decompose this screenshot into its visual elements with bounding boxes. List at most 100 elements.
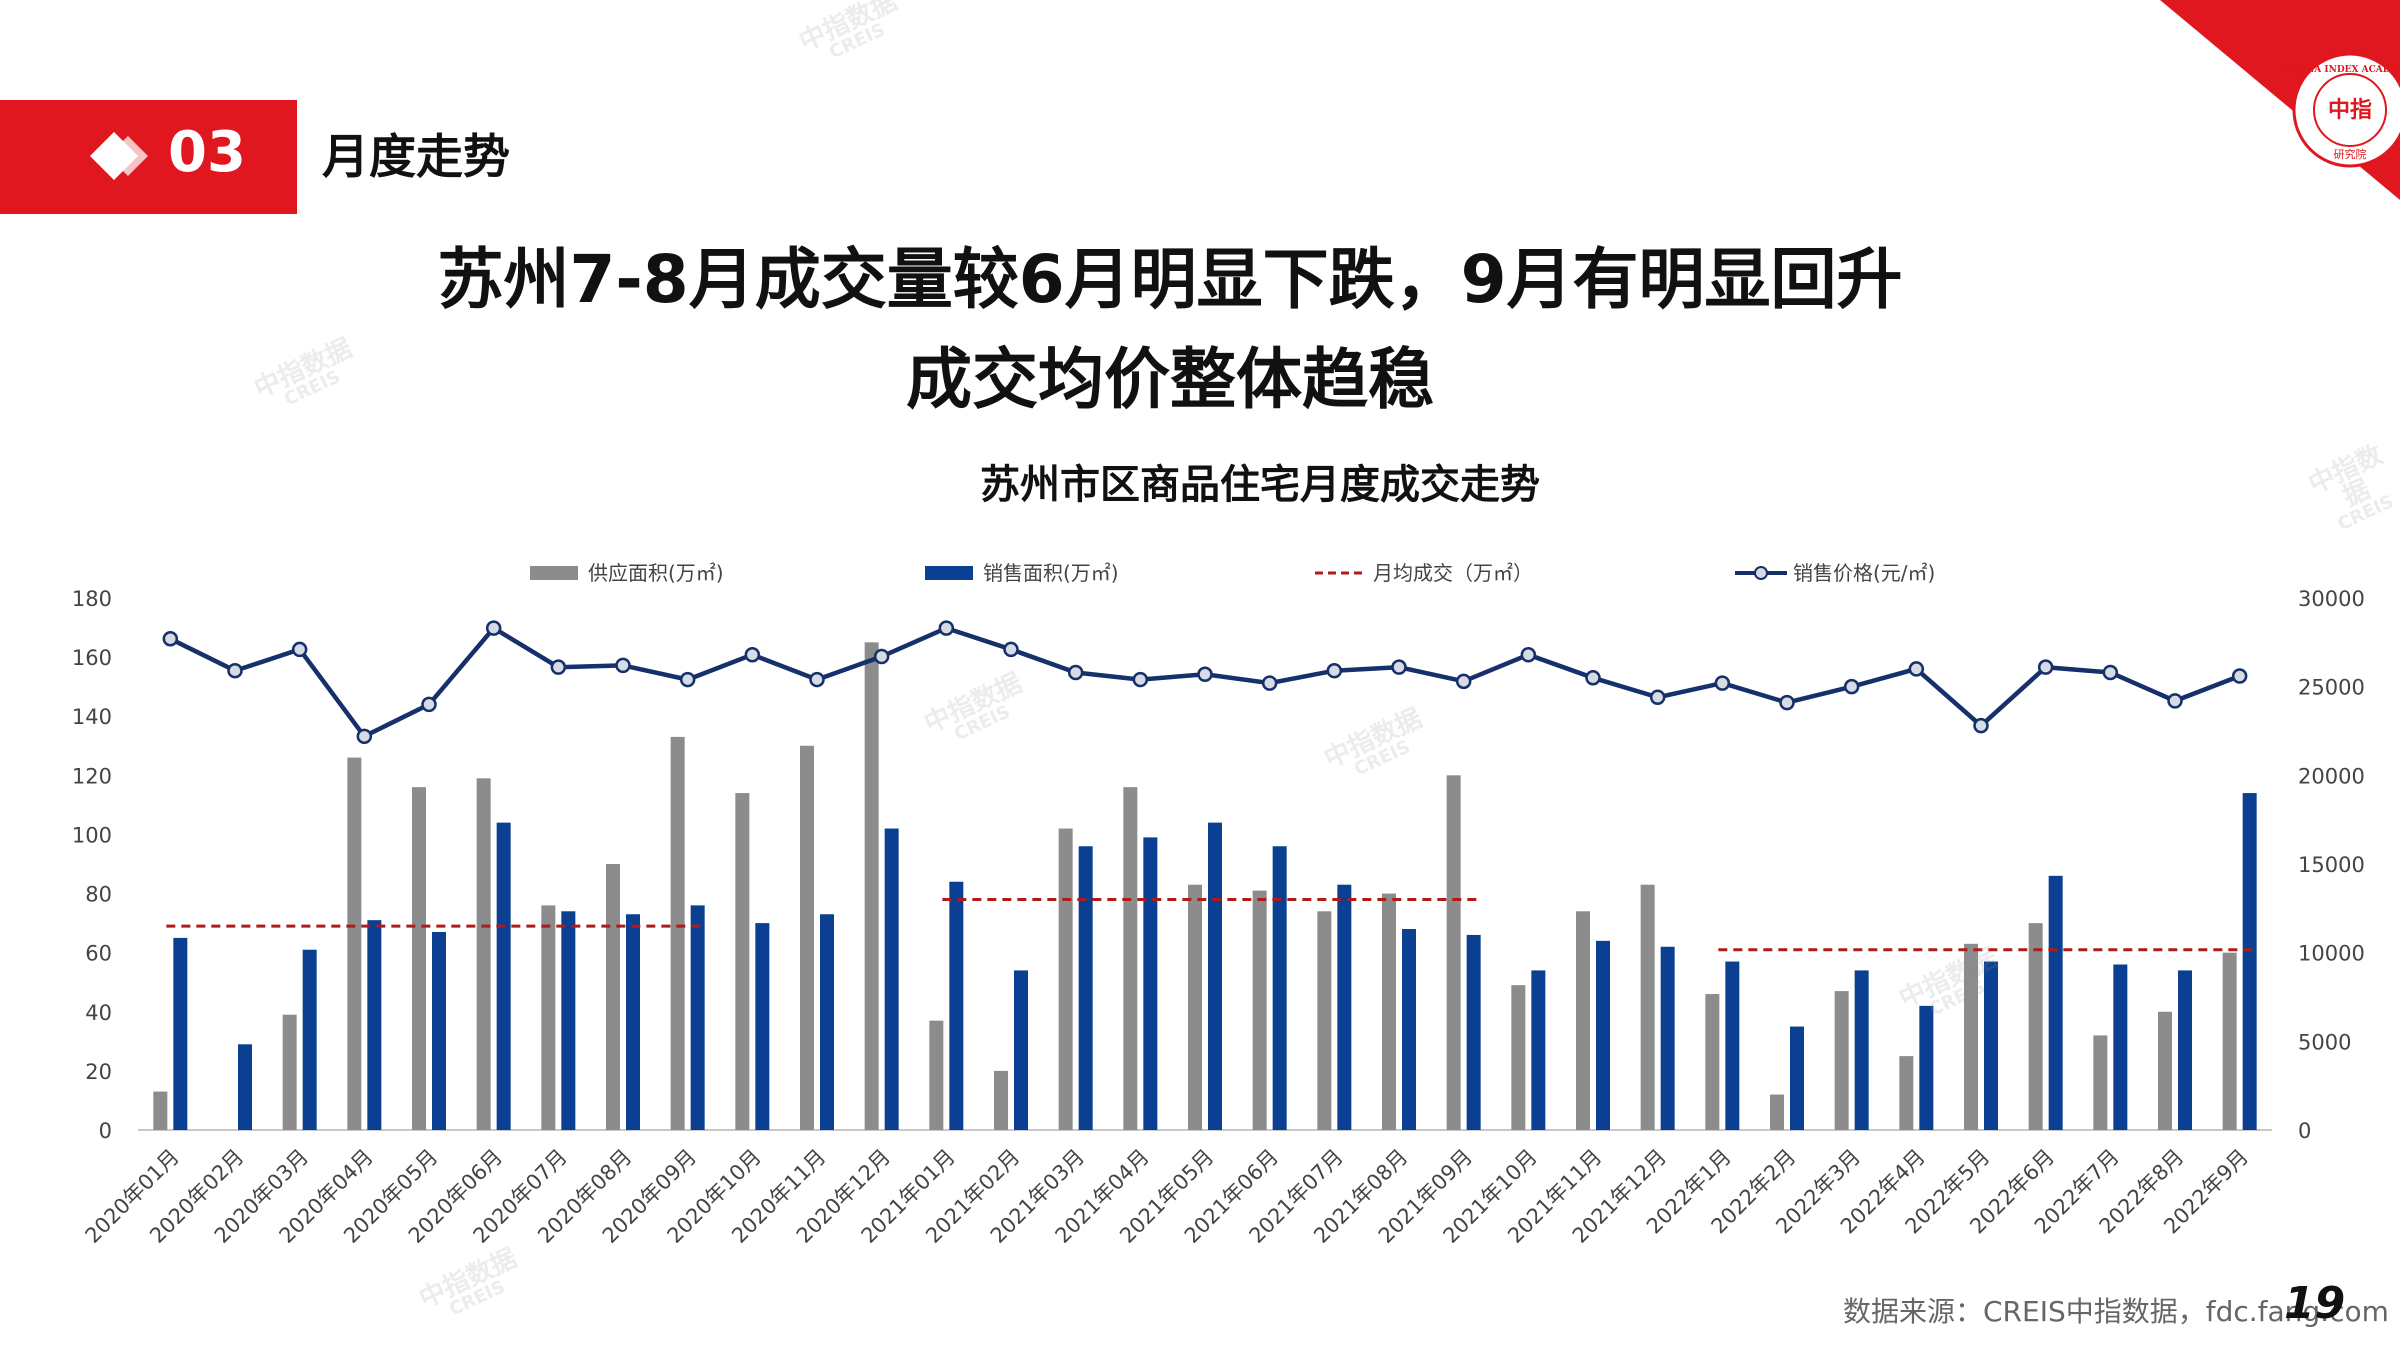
- price-point: [227, 662, 243, 679]
- price-point: [291, 641, 308, 658]
- y-left-tick-label: 20: [85, 1060, 112, 1084]
- supply-bar: [1576, 911, 1590, 1130]
- y-right-tick-label: 10000: [2298, 942, 2365, 966]
- supply-bar: [1058, 828, 1073, 1130]
- y-left-tick-label: 160: [72, 646, 112, 670]
- sales-bar: [884, 828, 899, 1130]
- supply-bar: [2158, 1011, 2172, 1130]
- section-number: 03: [168, 120, 246, 185]
- y-left-tick-label: 0: [99, 1119, 112, 1143]
- supply-bar: [670, 736, 685, 1130]
- price-point: [2102, 664, 2119, 681]
- page-number: 19: [2284, 1278, 2346, 1329]
- sales-bar: [1984, 961, 1998, 1130]
- sales-bar: [1078, 846, 1093, 1130]
- supply-bar: [1964, 943, 1978, 1130]
- price-point: [485, 620, 502, 636]
- price-point: [1714, 675, 1731, 691]
- y-right-tick-label: 25000: [2298, 676, 2365, 700]
- supply-bar: [541, 905, 556, 1130]
- supply-bar: [347, 757, 362, 1130]
- price-point: [1391, 659, 1407, 675]
- legend-label: 销售面积(万㎡): [983, 561, 1119, 585]
- sales-bar: [1596, 940, 1610, 1130]
- supply-bar: [412, 787, 426, 1130]
- legend-label: 销售价格(元/㎡): [1793, 561, 1935, 585]
- supply-bar: [1834, 991, 1849, 1130]
- supply-bar: [735, 793, 750, 1130]
- supply-bar: [800, 745, 814, 1130]
- sales-bar: [755, 923, 770, 1130]
- headline-line-1: 苏州7-8月成交量较6月明显下跌，9月有明显回升: [437, 241, 1903, 318]
- price-point: [1520, 646, 1537, 663]
- supply-bar: [1899, 1056, 1914, 1130]
- y-left-tick-label: 60: [85, 942, 112, 966]
- price-point: [1261, 675, 1278, 691]
- data-source: 数据来源：CREIS中指数据，fdc.fang.com: [1843, 1295, 2389, 1328]
- sales-bar: [2113, 964, 2128, 1130]
- sales-bar: [302, 949, 317, 1130]
- china-index-academy-badge: CHINA INDEX ACADEMY 中指 研究院: [2160, 0, 2400, 200]
- sales-bar: [367, 920, 382, 1130]
- price-point: [938, 620, 955, 636]
- price-point: [1326, 662, 1343, 679]
- supply-bar: [606, 864, 620, 1130]
- supply-bar: [282, 1014, 297, 1130]
- y-right-tick-label: 30000: [2298, 587, 2365, 611]
- supply-bar: [2028, 923, 2043, 1130]
- sales-bar: [1790, 1026, 1804, 1130]
- supply-bar: [1640, 884, 1655, 1130]
- sales-bar: [1014, 970, 1028, 1130]
- supply-bar: [153, 1091, 168, 1130]
- sales-bar: [1919, 1005, 1934, 1130]
- supply-bar: [2222, 952, 2237, 1130]
- supply-bar: [476, 778, 491, 1130]
- supply-bar: [929, 1020, 944, 1130]
- supply-bar: [1317, 911, 1332, 1130]
- sales-bar: [1208, 822, 1222, 1130]
- y-left-tick-label: 100: [72, 823, 112, 847]
- supply-bar: [1382, 893, 1396, 1130]
- section-tab: 03: [0, 100, 297, 214]
- headline-line-2: 成交均价整体趋稳: [906, 341, 1434, 418]
- sales-bar: [690, 905, 705, 1130]
- supply-bar: [864, 642, 879, 1130]
- badge-center-text: 中指: [2328, 98, 2372, 123]
- supply-bar: [1188, 884, 1202, 1130]
- supply-bar: [1123, 787, 1138, 1130]
- badge-ring-text: CHINA INDEX ACADEMY: [2286, 65, 2400, 75]
- sales-bar: [1531, 970, 1546, 1130]
- supply-bar: [994, 1070, 1008, 1130]
- sales-bar: [1466, 934, 1481, 1130]
- price-point: [1067, 664, 1084, 681]
- price-point: [550, 659, 567, 675]
- sales-bar: [496, 822, 511, 1130]
- price-point: [421, 696, 437, 713]
- sales-bar: [1402, 929, 1416, 1130]
- price-point: [2037, 659, 2054, 675]
- section-title: 月度走势: [322, 130, 510, 185]
- legend-swatch-marker: [1754, 566, 1768, 580]
- sales-bar: [432, 931, 446, 1130]
- y-left-tick-label: 80: [85, 883, 112, 907]
- legend-label: 月均成交（万㎡）: [1373, 561, 1533, 585]
- y-left-tick-label: 120: [72, 764, 112, 788]
- price-point: [1908, 661, 1925, 677]
- price-point: [615, 657, 631, 674]
- price-point: [1585, 670, 1601, 686]
- price-point: [1132, 671, 1149, 688]
- price-point: [809, 671, 825, 688]
- y-left-tick-label: 140: [72, 705, 112, 729]
- sales-bar: [1725, 961, 1740, 1130]
- legend-label: 供应面积(万㎡): [588, 561, 724, 585]
- y-right-tick-label: 5000: [2298, 1030, 2351, 1054]
- sales-bar: [2048, 875, 2063, 1130]
- price-point: [1973, 717, 1989, 734]
- sales-bar: [238, 1044, 252, 1130]
- price-point: [679, 671, 696, 688]
- supply-bar: [1446, 775, 1461, 1130]
- sales-bar: [1272, 846, 1287, 1130]
- price-point: [1003, 641, 1019, 658]
- sales-bar: [561, 911, 576, 1130]
- chart-title: 苏州市区商品住宅月度成交走势: [980, 462, 1540, 508]
